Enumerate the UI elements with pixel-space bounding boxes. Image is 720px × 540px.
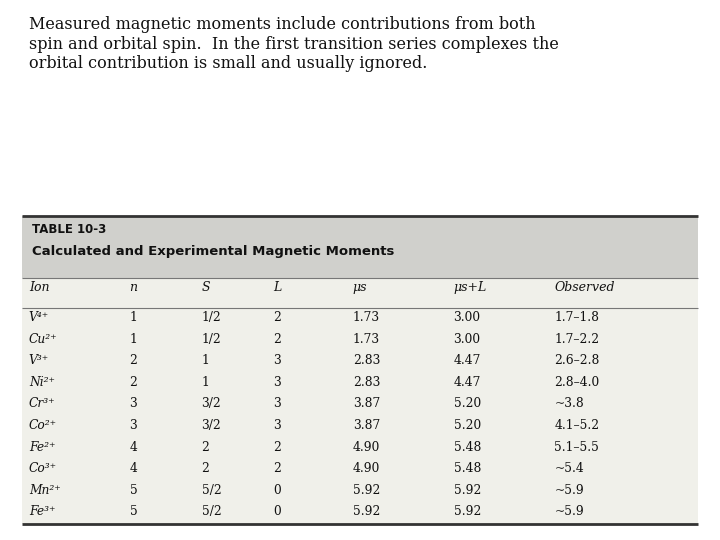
Bar: [22, 216, 698, 524]
Text: 2: 2: [274, 462, 282, 475]
Text: L: L: [274, 281, 282, 294]
Text: 5/2: 5/2: [202, 484, 221, 497]
Text: 2.83: 2.83: [353, 376, 380, 389]
Text: 1.73: 1.73: [353, 311, 380, 324]
Text: 0: 0: [274, 484, 282, 497]
Text: 3: 3: [130, 397, 138, 410]
Text: 0: 0: [274, 505, 282, 518]
Text: 1: 1: [202, 376, 210, 389]
Text: 2.8–4.0: 2.8–4.0: [554, 376, 600, 389]
Text: 4.1–5.2: 4.1–5.2: [554, 419, 600, 432]
Text: 5.20: 5.20: [454, 397, 481, 410]
Text: 5.92: 5.92: [454, 484, 481, 497]
Text: 3/2: 3/2: [202, 419, 221, 432]
Text: 4: 4: [130, 462, 138, 475]
Text: ~5.9: ~5.9: [554, 505, 584, 518]
Text: 1.7–1.8: 1.7–1.8: [554, 311, 599, 324]
Text: ~5.9: ~5.9: [554, 484, 584, 497]
Text: 3.87: 3.87: [353, 397, 380, 410]
Text: 5.48: 5.48: [454, 441, 481, 454]
Text: 3: 3: [274, 354, 282, 367]
Text: 4.90: 4.90: [353, 441, 380, 454]
Text: Cu²⁺: Cu²⁺: [29, 333, 58, 346]
Text: 3.00: 3.00: [454, 311, 481, 324]
Text: 3: 3: [274, 419, 282, 432]
Text: 1/2: 1/2: [202, 311, 221, 324]
Text: μs: μs: [353, 281, 367, 294]
Text: 3: 3: [130, 419, 138, 432]
Text: μs+L: μs+L: [454, 281, 487, 294]
Text: Fe³⁺: Fe³⁺: [29, 505, 55, 518]
Text: Co²⁺: Co²⁺: [29, 419, 57, 432]
Text: Ni²⁺: Ni²⁺: [29, 376, 55, 389]
Text: Mn²⁺: Mn²⁺: [29, 484, 60, 497]
Text: 4.47: 4.47: [454, 354, 481, 367]
Text: 5.92: 5.92: [353, 505, 380, 518]
Text: 2: 2: [274, 333, 282, 346]
Bar: [22, 216, 698, 278]
Text: V⁴⁺: V⁴⁺: [29, 311, 49, 324]
Text: 4: 4: [130, 441, 138, 454]
Text: ~3.8: ~3.8: [554, 397, 584, 410]
Text: 5.48: 5.48: [454, 462, 481, 475]
Text: Co³⁺: Co³⁺: [29, 462, 57, 475]
Text: 3/2: 3/2: [202, 397, 221, 410]
Text: 2: 2: [274, 311, 282, 324]
Text: V³⁺: V³⁺: [29, 354, 49, 367]
Text: 1: 1: [130, 311, 138, 324]
Text: 5: 5: [130, 505, 138, 518]
Text: 5/2: 5/2: [202, 505, 221, 518]
Text: Cr³⁺: Cr³⁺: [29, 397, 55, 410]
Text: Observed: Observed: [554, 281, 615, 294]
Text: Measured magnetic moments include contributions from both
spin and orbital spin.: Measured magnetic moments include contri…: [29, 16, 559, 72]
Text: 3.00: 3.00: [454, 333, 481, 346]
Text: 3: 3: [274, 376, 282, 389]
Text: 2: 2: [202, 441, 210, 454]
Text: 3: 3: [274, 397, 282, 410]
Text: 2: 2: [130, 376, 138, 389]
Text: 5: 5: [130, 484, 138, 497]
Text: ~5.4: ~5.4: [554, 462, 584, 475]
Text: 2: 2: [130, 354, 138, 367]
Text: 3.87: 3.87: [353, 419, 380, 432]
Text: 2.83: 2.83: [353, 354, 380, 367]
Text: n: n: [130, 281, 138, 294]
Text: Fe²⁺: Fe²⁺: [29, 441, 55, 454]
Text: 2: 2: [274, 441, 282, 454]
Text: TABLE 10-3: TABLE 10-3: [32, 223, 107, 236]
Text: Calculated and Experimental Magnetic Moments: Calculated and Experimental Magnetic Mom…: [32, 245, 395, 258]
Text: 1/2: 1/2: [202, 333, 221, 346]
Text: 2.6–2.8: 2.6–2.8: [554, 354, 600, 367]
Text: 5.20: 5.20: [454, 419, 481, 432]
Text: 1: 1: [130, 333, 138, 346]
Text: 1.73: 1.73: [353, 333, 380, 346]
Text: 5.1–5.5: 5.1–5.5: [554, 441, 599, 454]
Text: 4.47: 4.47: [454, 376, 481, 389]
Text: 2: 2: [202, 462, 210, 475]
Text: 5.92: 5.92: [353, 484, 380, 497]
Text: 1: 1: [202, 354, 210, 367]
Text: 4.90: 4.90: [353, 462, 380, 475]
Text: S: S: [202, 281, 210, 294]
Text: 5.92: 5.92: [454, 505, 481, 518]
Text: Ion: Ion: [29, 281, 49, 294]
Text: 1.7–2.2: 1.7–2.2: [554, 333, 600, 346]
